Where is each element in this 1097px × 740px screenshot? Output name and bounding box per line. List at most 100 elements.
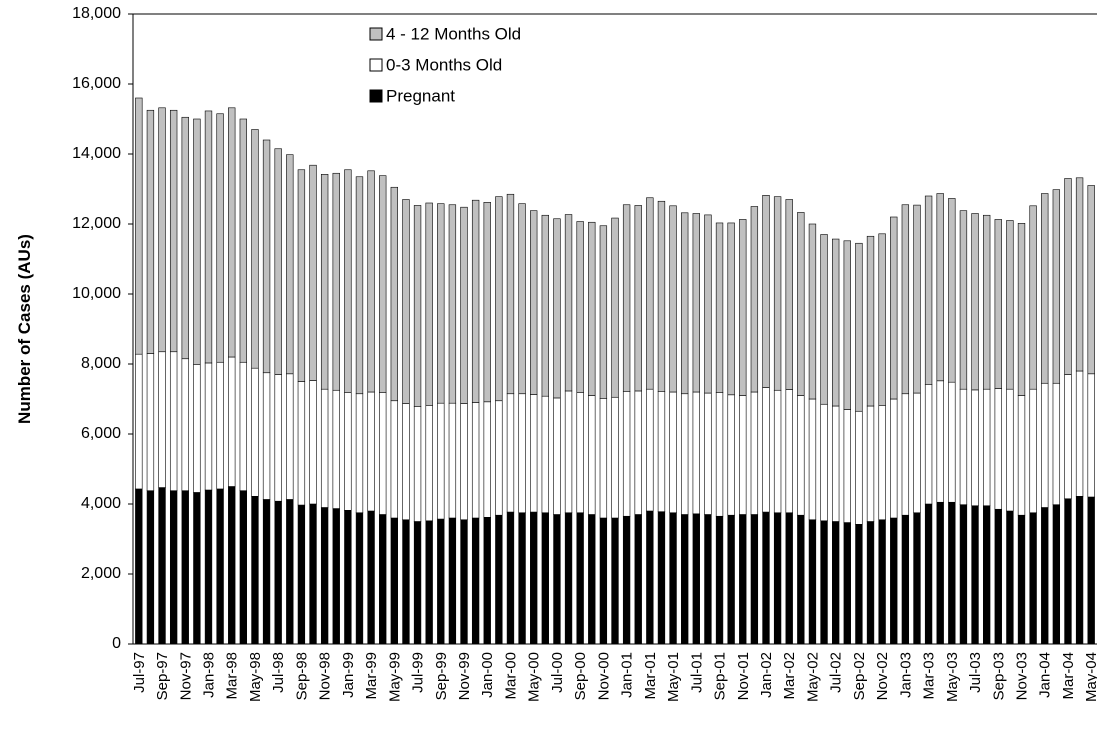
bar-segment xyxy=(959,388,968,506)
x-tick-label: Nov-01 xyxy=(735,652,752,700)
bar-segment xyxy=(669,205,677,393)
bar-segment xyxy=(1075,370,1084,497)
bar-segment xyxy=(262,372,271,500)
bar-segment xyxy=(762,511,770,645)
bar-segment xyxy=(448,517,457,645)
bar-segment xyxy=(669,512,677,645)
x-tick-label: Jan-01 xyxy=(619,652,636,698)
x-tick-label: Jul-01 xyxy=(688,652,705,693)
bar-segment xyxy=(448,204,457,404)
bar-segment xyxy=(135,488,143,645)
bar-segment xyxy=(704,214,712,394)
bar-segment xyxy=(471,402,480,519)
x-tick-label: Jan-03 xyxy=(897,652,914,698)
bar-segment xyxy=(564,214,573,392)
bar-segment xyxy=(1052,189,1061,384)
bar-segment xyxy=(936,193,944,382)
bar-segment xyxy=(506,393,515,513)
bar-segment xyxy=(762,387,770,513)
bar-segment xyxy=(193,492,201,645)
bar-segment xyxy=(611,217,619,398)
x-tick-label: May-02 xyxy=(804,652,821,702)
bar-segment xyxy=(576,392,584,514)
bar-segment xyxy=(355,176,364,395)
y-tick-label: 4,000 xyxy=(81,495,121,512)
bar-segment xyxy=(669,391,677,514)
bar-segment xyxy=(599,397,608,519)
bar-segment xyxy=(274,374,282,502)
bar-segment xyxy=(483,516,491,645)
bar-segment xyxy=(239,118,248,363)
bar-segment xyxy=(390,517,398,645)
bar-segment xyxy=(1087,373,1095,498)
bar-segment xyxy=(320,388,329,508)
bar-segment xyxy=(773,512,782,645)
x-tick-label: Sep-00 xyxy=(572,652,589,700)
x-tick-label: Mar-02 xyxy=(781,652,798,700)
bar-segment xyxy=(704,392,712,515)
bar-segment xyxy=(204,110,213,364)
y-tick-label: 6,000 xyxy=(81,425,121,442)
bar-segment xyxy=(1006,220,1014,390)
bar-segment xyxy=(855,410,863,525)
bar-segment xyxy=(251,129,259,369)
bar-segment xyxy=(948,501,956,645)
bar-segment xyxy=(344,169,352,393)
bar-segment xyxy=(297,169,306,382)
x-tick-label: Nov-00 xyxy=(595,652,612,700)
bar-segment xyxy=(866,235,875,407)
bar-segment xyxy=(843,240,851,410)
bar-segment xyxy=(750,391,759,515)
bar-segment xyxy=(309,164,317,381)
bar-segment xyxy=(924,383,933,505)
bar-segment xyxy=(332,389,340,509)
bar-segment xyxy=(994,219,1002,389)
bar-segment xyxy=(1064,374,1072,500)
bar-segment xyxy=(541,512,549,645)
bar-segment xyxy=(553,514,561,645)
bar-segment xyxy=(379,175,387,393)
bar-segment xyxy=(518,512,526,645)
bar-segment xyxy=(1075,177,1084,372)
bar-segment xyxy=(216,488,224,645)
bar-segment xyxy=(971,505,979,645)
bar-segment xyxy=(576,512,584,645)
bar-segment xyxy=(611,517,619,645)
x-tick-label: May-98 xyxy=(247,652,264,702)
bar-segment xyxy=(367,391,375,512)
legend-label: 4 - 12 Months Old xyxy=(386,24,521,43)
bar-segment xyxy=(169,351,178,491)
bar-segment xyxy=(297,381,306,506)
x-tick-label: Sep-02 xyxy=(851,652,868,700)
bar-segment xyxy=(588,221,596,396)
x-tick-label: Sep-97 xyxy=(154,652,171,700)
bar-segment xyxy=(239,490,248,645)
x-tick-label: Sep-99 xyxy=(433,652,450,700)
bar-segment xyxy=(344,509,352,645)
bar-segment xyxy=(448,402,457,519)
x-tick-label: Jul-98 xyxy=(270,652,287,693)
bar-segment xyxy=(437,203,445,404)
bar-segment xyxy=(913,204,921,394)
bar-segment xyxy=(820,520,828,645)
bar-segment xyxy=(193,118,201,365)
bar-segment xyxy=(530,394,538,513)
bar-segment xyxy=(622,204,631,392)
bar-segment xyxy=(541,214,549,397)
bar-segment xyxy=(297,504,306,645)
bar-segment xyxy=(390,186,398,402)
bar-segment xyxy=(681,212,689,395)
legend-swatch xyxy=(369,27,383,41)
x-tick-label: Sep-98 xyxy=(293,652,310,700)
x-tick-label: Nov-97 xyxy=(177,652,194,700)
x-tick-label: Mar-01 xyxy=(642,652,659,700)
x-tick-label: Sep-01 xyxy=(712,652,729,700)
y-tick-label: 2,000 xyxy=(81,565,121,582)
bar-segment xyxy=(692,213,700,393)
bar-segment xyxy=(309,503,317,645)
bar-segment xyxy=(228,356,236,487)
bar-segment xyxy=(646,388,654,512)
bar-segment xyxy=(982,388,991,507)
bar-segment xyxy=(866,405,875,522)
bar-segment xyxy=(646,510,654,645)
